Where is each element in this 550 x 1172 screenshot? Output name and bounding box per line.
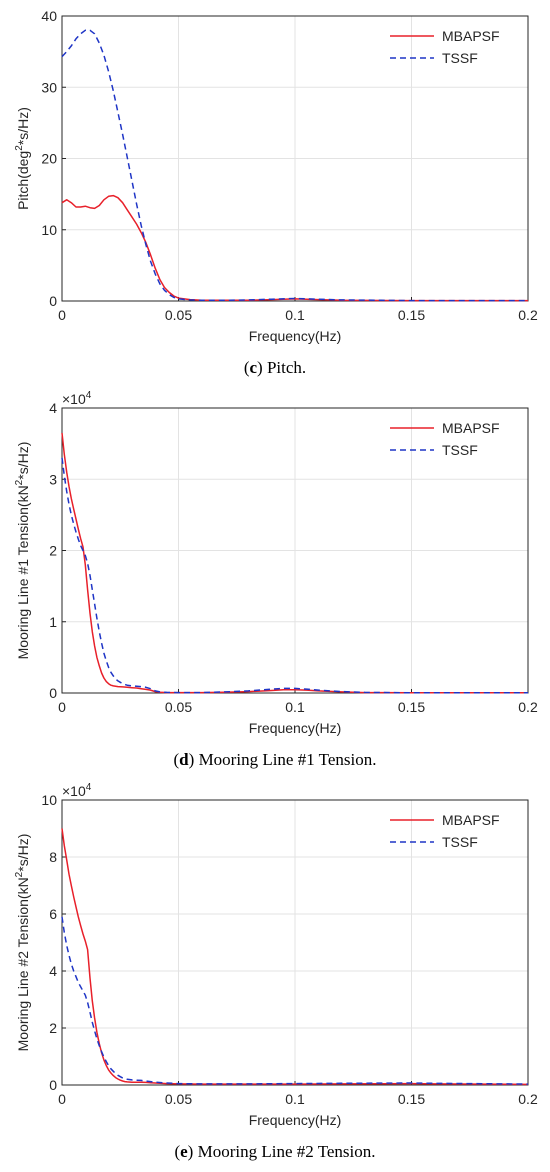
chart-e: 0 0.05 0.1 0.15 0.20246810×104Frequency(Hz)M… <box>14 782 538 1128</box>
x-tick-label: 0.15 <box>398 699 425 715</box>
plot-frame <box>61 799 529 1086</box>
y-axis-label: Pitch(deg2*s/Hz) <box>14 107 31 210</box>
y-tick-label: 0 <box>49 293 57 309</box>
legend-label-mbapsf: MBAPSF <box>442 28 500 44</box>
y-exponent-base: ×10 <box>62 391 86 407</box>
caption-e-letter: e <box>180 1142 188 1161</box>
y-exponent-label: ×104 <box>62 390 92 407</box>
y-tick-label: 4 <box>49 963 57 979</box>
x-tick-label: 0.15 <box>398 1091 425 1107</box>
caption-e: (e) Mooring Line #2 Tension. <box>174 1142 376 1161</box>
x-tick-label: 0.2 <box>518 1091 538 1107</box>
y-axis-label-sup: 2 <box>14 145 25 151</box>
y-tick-label: 1 <box>49 614 57 630</box>
y-axis-label-unit: *s/Hz) <box>15 107 31 145</box>
caption-d: (d) Mooring Line #1 Tension. <box>173 750 377 769</box>
series-line-mbapsf <box>61 432 528 694</box>
x-axis-label: Frequency(Hz) <box>249 720 342 736</box>
y-tick-label: 3 <box>49 471 57 487</box>
series-line-tssf <box>61 457 528 694</box>
y-tick-label: 0 <box>49 1077 57 1093</box>
y-axis-label-sup: 2 <box>14 479 25 485</box>
x-axis-label: Frequency(Hz) <box>249 328 342 344</box>
legend-label-tssf: TSSF <box>442 50 478 66</box>
y-exponent-power: 4 <box>86 390 92 401</box>
plot-frame <box>61 15 529 302</box>
caption-c: (c) Pitch. <box>243 358 307 377</box>
x-tick-label: 0.05 <box>165 307 192 323</box>
y-exponent-power: 4 <box>86 782 92 793</box>
y-axis-label-unit: *s/Hz) <box>15 834 31 872</box>
x-tick-label: 0.1 <box>285 307 305 323</box>
x-tick-label: 0.1 <box>285 699 305 715</box>
y-axis-label: Mooring Line #2 Tension(kN2*s/Hz) <box>14 834 31 1052</box>
y-tick-label: 10 <box>41 792 57 808</box>
y-tick-label: 10 <box>41 222 57 238</box>
x-tick-label: 0.05 <box>165 1091 192 1107</box>
y-axis-label-sup: 2 <box>14 871 25 877</box>
caption-e-text: Mooring Line #2 Tension. <box>193 1142 376 1161</box>
y-tick-label: 4 <box>49 400 57 416</box>
y-axis-label-main: Pitch(deg <box>15 151 31 210</box>
y-exponent-base: ×10 <box>62 783 86 799</box>
x-tick-label: 0.2 <box>518 307 538 323</box>
y-tick-label: 2 <box>49 1020 57 1036</box>
caption-c-letter: c <box>249 358 258 377</box>
legend-label-tssf: TSSF <box>442 834 478 850</box>
legend-label-tssf: TSSF <box>442 442 478 458</box>
y-tick-label: 40 <box>41 8 57 24</box>
series-line-tssf <box>61 916 529 1085</box>
y-tick-label: 2 <box>49 543 57 559</box>
chart-c: 0 0.05 0.1 0.15 0.2 0 10 20 30 40 Frequency(Hz) Pit… <box>14 8 538 344</box>
y-axis-label: Mooring Line #1 Tension(kN2*s/Hz) <box>14 442 31 660</box>
series-line-tssf <box>61 29 528 302</box>
x-tick-label: 0 <box>58 1091 66 1107</box>
plot-frame <box>61 407 529 694</box>
x-tick-label: 0 <box>58 307 66 323</box>
x-axis-label: Frequency(Hz) <box>249 1112 342 1128</box>
x-tick-label: 0.2 <box>518 699 538 715</box>
caption-d-text: Mooring Line #1 Tension. <box>194 750 377 769</box>
y-tick-label: 20 <box>41 151 57 167</box>
y-tick-label: 8 <box>49 849 57 865</box>
y-axis-label-main: Mooring Line #2 Tension(kN <box>15 877 31 1051</box>
y-axis-label-main: Mooring Line #1 Tension(kN <box>15 485 31 659</box>
y-axis-label-unit: *s/Hz) <box>15 442 31 480</box>
legend-label-mbapsf: MBAPSF <box>442 420 500 436</box>
x-tick-label: 0 <box>58 699 66 715</box>
y-tick-label: 30 <box>41 79 57 95</box>
chart-d: 0 0.05 0.1 0.15 0.201234×104Frequency(Hz)Moo… <box>14 390 538 736</box>
x-tick-label: 0.1 <box>285 1091 305 1107</box>
y-tick-label: 0 <box>49 685 57 701</box>
caption-d-letter: d <box>179 750 189 769</box>
legend-label-mbapsf: MBAPSF <box>442 812 500 828</box>
y-tick-label: 6 <box>49 906 57 922</box>
y-exponent-label: ×104 <box>62 782 92 799</box>
x-tick-label: 0.05 <box>165 699 192 715</box>
caption-c-text: Pitch. <box>262 358 307 377</box>
x-tick-label: 0.15 <box>398 307 425 323</box>
